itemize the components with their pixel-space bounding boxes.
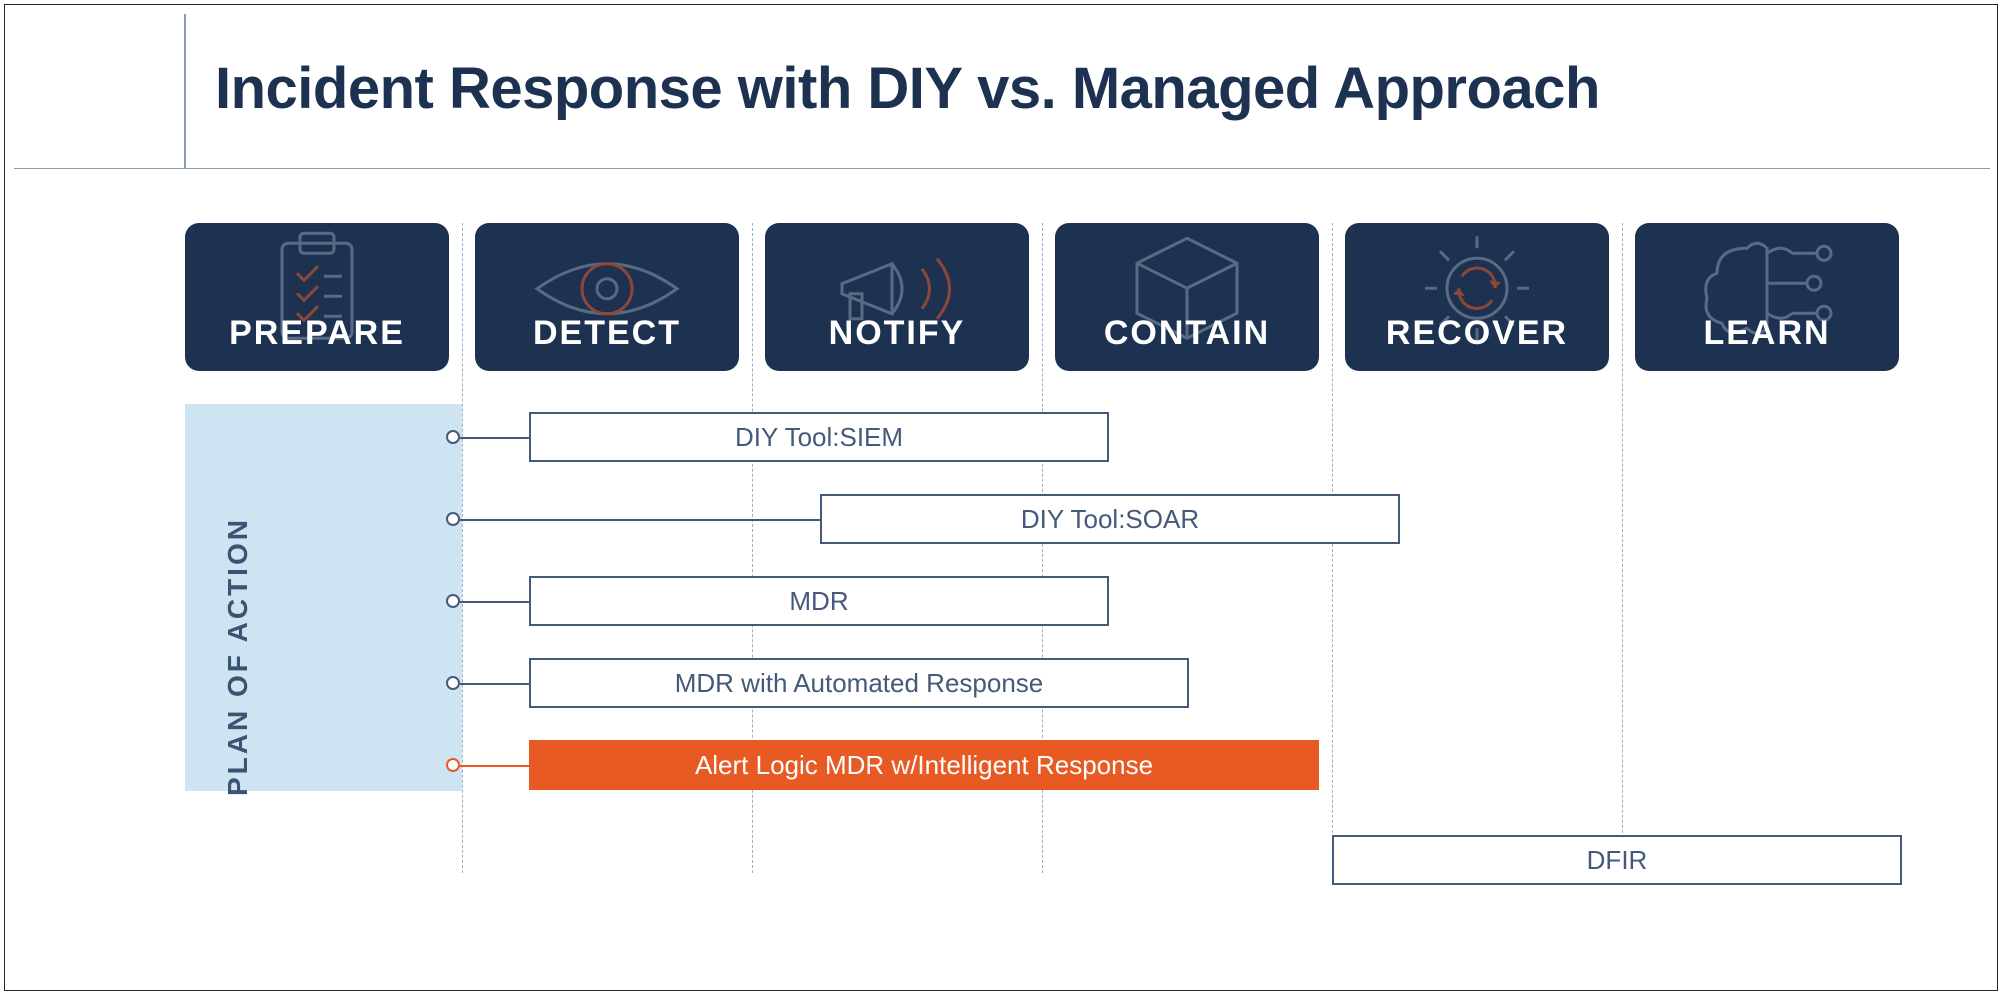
- plan-of-action-label: PLAN OF ACTION: [222, 517, 254, 796]
- row-connector-line: [460, 519, 820, 521]
- phase-prepare: PREPARE: [185, 223, 449, 371]
- phase-detect: DETECT: [475, 223, 739, 371]
- phase-label: LEARN: [1703, 314, 1830, 353]
- phase-label: PREPARE: [229, 314, 405, 353]
- phase-label: CONTAIN: [1104, 314, 1270, 353]
- coverage-bar: MDR: [529, 576, 1109, 626]
- title-underline: [14, 168, 1990, 169]
- diagram-title: Incident Response with DIY vs. Managed A…: [215, 55, 1600, 122]
- coverage-bar: Alert Logic MDR w/Intelligent Response: [529, 740, 1319, 790]
- coverage-bar: DIY Tool:SOAR: [820, 494, 1400, 544]
- coverage-bar: DIY Tool:SIEM: [529, 412, 1109, 462]
- phase-notify: NOTIFY: [765, 223, 1029, 371]
- phase-learn: LEARN: [1635, 223, 1899, 371]
- row-connector-line: [460, 765, 529, 767]
- row-connector-line: [460, 683, 529, 685]
- row-connector-dot: [446, 594, 460, 608]
- coverage-bar: DFIR: [1332, 835, 1902, 885]
- phase-label: NOTIFY: [829, 314, 966, 353]
- row-connector-line: [460, 437, 529, 439]
- row-connector-line: [460, 601, 529, 603]
- column-divider: [1622, 223, 1623, 873]
- coverage-bar: MDR with Automated Response: [529, 658, 1189, 708]
- row-connector-dot: [446, 512, 460, 526]
- phase-label: RECOVER: [1386, 314, 1568, 353]
- row-connector-dot: [446, 430, 460, 444]
- column-divider: [462, 223, 463, 873]
- row-connector-dot: [446, 758, 460, 772]
- title-tick-line: [184, 14, 186, 168]
- row-connector-dot: [446, 676, 460, 690]
- phase-contain: CONTAIN: [1055, 223, 1319, 371]
- column-divider: [1332, 223, 1333, 873]
- phase-label: DETECT: [533, 314, 681, 353]
- phase-recover: RECOVER: [1345, 223, 1609, 371]
